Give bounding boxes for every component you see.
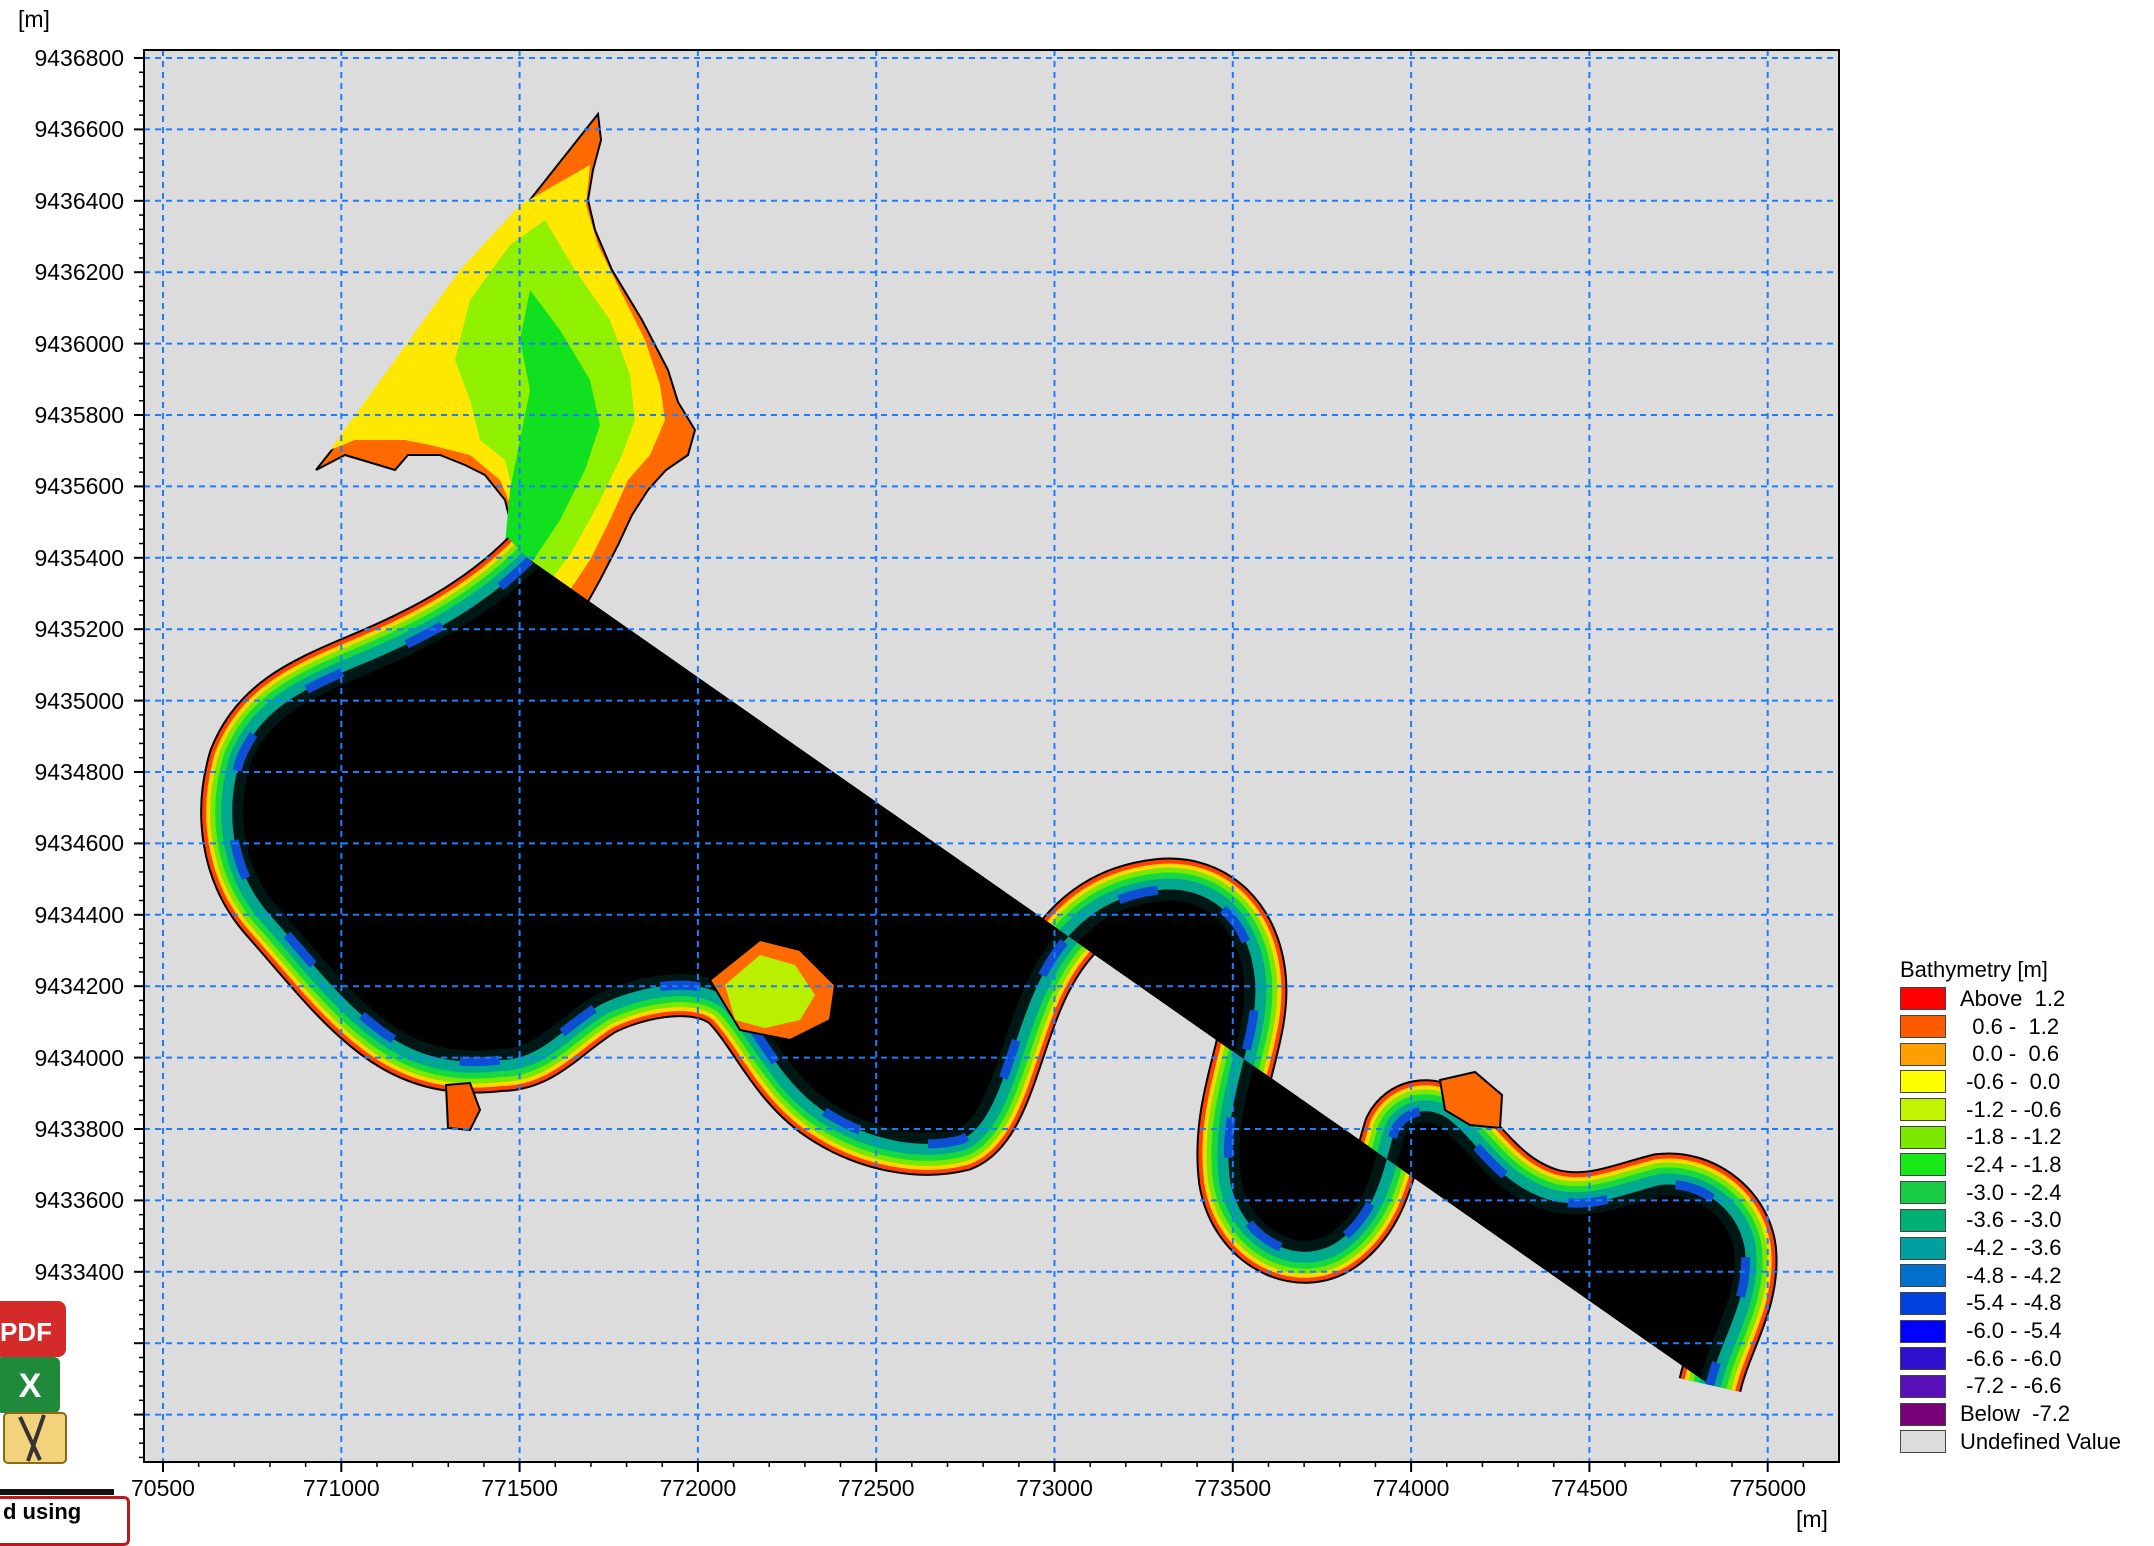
legend-item: 0.6 - 1.2 xyxy=(1900,1013,2121,1041)
y-axis-unit: [m] xyxy=(18,6,50,32)
legend-item: -5.4 - -4.8 xyxy=(1900,1290,2121,1318)
legend-item: -3.0 - -2.4 xyxy=(1900,1179,2121,1207)
legend-swatch xyxy=(1900,1347,1946,1371)
legend-label: Below -7.2 xyxy=(1960,1401,2071,1427)
legend-label: Undefined Value xyxy=(1960,1428,2122,1454)
y-tick-label: 9435400 xyxy=(34,544,124,571)
legend-item: -2.4 - -1.8 xyxy=(1900,1151,2121,1179)
y-tick-label: 9436000 xyxy=(34,330,124,357)
river-lobe-1-inner xyxy=(725,955,815,1028)
legend-swatch xyxy=(1900,1402,1946,1426)
legend-swatch xyxy=(1900,1264,1946,1288)
legend-item: -0.6 - 0.0 xyxy=(1900,1068,2121,1096)
y-tick-label: 9434800 xyxy=(34,759,124,785)
y-tick-label: 9434200 xyxy=(34,973,124,1000)
taskbar-icons[interactable]: PDF X xyxy=(0,1295,80,1475)
legend-label: -3.6 - -3.0 xyxy=(1960,1207,2062,1233)
legend-swatch xyxy=(1900,1125,1946,1149)
legend-swatch xyxy=(1900,1208,1946,1232)
legend-swatch xyxy=(1900,1291,1946,1315)
y-tick-label: 9436800 xyxy=(34,45,124,71)
y-tick-label: 9435000 xyxy=(34,687,124,714)
y-tick-label: 9434600 xyxy=(34,830,124,857)
x-tick-label: 772500 xyxy=(837,1475,915,1501)
x-tick-label: 70500 xyxy=(131,1475,195,1501)
legend-label: -1.8 - -1.2 xyxy=(1960,1124,2062,1150)
legend-swatch xyxy=(1900,1153,1946,1177)
status-tab[interactable]: d using xyxy=(0,1496,130,1546)
legend-swatch xyxy=(1900,1070,1946,1094)
grid-lines xyxy=(144,50,1839,1462)
legend-title: Bathymetry [m] xyxy=(1900,957,2048,982)
legend-item: -3.6 - -3.0 xyxy=(1900,1207,2121,1235)
legend-label: -4.2 - -3.6 xyxy=(1960,1235,2062,1261)
legend-label: 0.0 - 0.6 xyxy=(1960,1041,2060,1067)
legend-label: -5.4 - -4.8 xyxy=(1960,1290,2062,1316)
river-channel xyxy=(232,111,1745,1385)
legend-swatch xyxy=(1900,1374,1946,1398)
zip-icon[interactable] xyxy=(3,1412,67,1464)
x-tick-label: 774500 xyxy=(1551,1475,1628,1501)
x-tick-label: 773500 xyxy=(1194,1475,1272,1501)
plot-frame xyxy=(143,49,1840,1463)
y-tick-label: 9436200 xyxy=(34,259,124,286)
x-tick-label: 772000 xyxy=(659,1475,737,1501)
y-tick-label: 9436400 xyxy=(34,187,124,214)
legend-item: -4.2 - -3.6 xyxy=(1900,1234,2121,1262)
x-tick-label: 774000 xyxy=(1372,1475,1450,1501)
legend-label: Above 1.2 xyxy=(1960,985,2066,1011)
legend-item: -1.2 - -0.6 xyxy=(1900,1096,2121,1124)
legend-item: -6.0 - -5.4 xyxy=(1900,1317,2121,1345)
legend-label: -6.6 - -6.0 xyxy=(1960,1345,2062,1371)
legend-label: -1.2 - -0.6 xyxy=(1960,1096,2062,1122)
legend-label: -6.0 - -5.4 xyxy=(1960,1318,2062,1344)
legend-swatch xyxy=(1900,1098,1946,1122)
x-tick-label: 773000 xyxy=(1016,1475,1093,1501)
legend-item: -7.2 - -6.6 xyxy=(1900,1373,2121,1401)
y-tick-label: 9433400 xyxy=(34,1258,124,1285)
legend-swatch xyxy=(1900,1236,1946,1260)
y-tick-label: 9435200 xyxy=(34,616,124,643)
legend-item: 0.0 - 0.6 xyxy=(1900,1040,2121,1068)
legend-label: 0.6 - 1.2 xyxy=(1960,1013,2060,1039)
legend-item: Undefined Value xyxy=(1900,1428,2121,1456)
river-lobe-2 xyxy=(444,1081,482,1132)
x-tick-label: 771000 xyxy=(302,1475,380,1501)
y-tick-label: 9434000 xyxy=(34,1044,124,1071)
x-axis-unit: [m] xyxy=(1796,1506,1828,1532)
legend-label: -3.0 - -2.4 xyxy=(1960,1179,2062,1205)
status-bar xyxy=(0,1489,114,1495)
legend-label: -2.4 - -1.8 xyxy=(1960,1151,2062,1177)
y-tick-label: 9433600 xyxy=(34,1187,124,1214)
legend-label: -0.6 - 0.0 xyxy=(1960,1068,2061,1094)
y-tick-label: 9434400 xyxy=(34,901,124,928)
legend-swatch xyxy=(1900,1015,1946,1039)
x-tick-label: 775000 xyxy=(1729,1475,1807,1501)
legend-swatch xyxy=(1900,987,1946,1011)
legend-swatch xyxy=(1900,1430,1946,1454)
excel-icon[interactable]: X xyxy=(0,1357,60,1413)
legend-item: Above 1.2 xyxy=(1900,985,2121,1013)
legend-item: -4.8 - -4.2 xyxy=(1900,1262,2121,1290)
x-tick-label: 771500 xyxy=(481,1475,558,1501)
legend-swatch xyxy=(1900,1319,1946,1343)
y-tick-label: 9433800 xyxy=(34,1116,124,1142)
legend-label: -7.2 - -6.6 xyxy=(1960,1373,2062,1399)
legend-swatch xyxy=(1900,1042,1946,1066)
estuary-core xyxy=(505,290,600,565)
svg-text:X: X xyxy=(19,1367,42,1405)
legend: Bathymetry [m] Above 1.2 0.6 - 1.2 0.0 -… xyxy=(1900,955,2121,1456)
legend-item: Below -7.2 xyxy=(1900,1400,2121,1428)
pdf-icon[interactable]: PDF xyxy=(0,1301,66,1357)
y-tick-label: 9436600 xyxy=(34,116,124,143)
legend-label: -4.8 - -4.2 xyxy=(1960,1262,2062,1288)
legend-item: -6.6 - -6.0 xyxy=(1900,1345,2121,1373)
axis-ticks xyxy=(134,57,1805,1472)
svg-text:PDF: PDF xyxy=(0,1317,52,1347)
y-tick-label: 9435800 xyxy=(34,402,124,428)
legend-item: -1.8 - -1.2 xyxy=(1900,1123,2121,1151)
legend-swatch xyxy=(1900,1181,1946,1205)
y-tick-label: 9435600 xyxy=(34,473,124,500)
